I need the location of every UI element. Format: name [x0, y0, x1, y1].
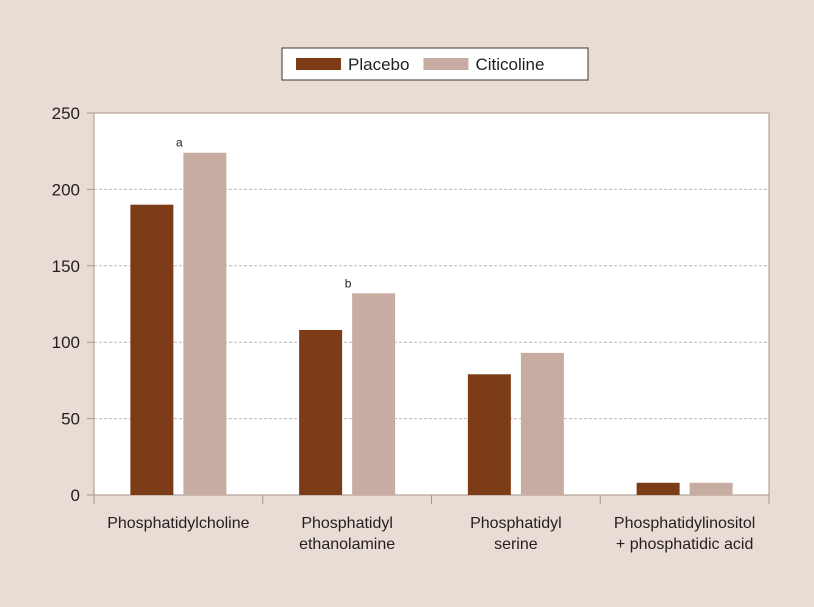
bar-placebo	[467, 374, 511, 495]
y-tick-label: 150	[52, 257, 80, 276]
legend-swatch-placebo	[296, 58, 341, 70]
bar-citicoline	[520, 352, 564, 495]
bar-placebo	[130, 204, 174, 495]
x-tick-label: serine	[494, 536, 538, 553]
x-tick-label: + phosphatidic acid	[616, 536, 753, 553]
x-tick-label: Phosphatidylinositol	[614, 515, 755, 532]
bar-citicoline	[689, 482, 733, 495]
legend-label: Placebo	[348, 55, 409, 74]
y-tick-label: 250	[52, 104, 80, 123]
legend-label: Citicoline	[475, 55, 544, 74]
bar-citicoline	[183, 152, 227, 495]
bar-placebo	[299, 329, 343, 495]
legend-swatch-citicoline	[423, 58, 469, 70]
y-tick-label: 200	[52, 180, 80, 199]
x-tick-label: Phosphatidyl	[301, 515, 393, 532]
x-tick-label: ethanolamine	[299, 536, 395, 553]
y-tick-label: 0	[71, 486, 80, 505]
y-tick-label: 100	[52, 333, 80, 352]
bar-annotation: b	[345, 276, 352, 290]
bar-annotation: a	[176, 136, 183, 150]
bar-placebo	[636, 482, 680, 495]
bar-citicoline	[352, 293, 396, 495]
y-tick-label: 50	[61, 410, 80, 429]
x-tick-label: Phosphatidylcholine	[107, 515, 249, 532]
x-tick-label: Phosphatidyl	[470, 515, 562, 532]
